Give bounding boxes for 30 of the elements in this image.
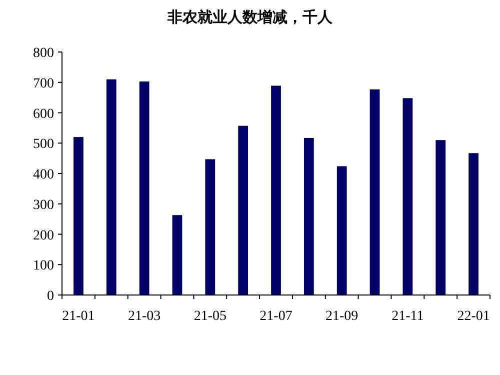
x-tick-label: 22-01 xyxy=(457,309,490,324)
bar xyxy=(74,137,84,295)
bar xyxy=(238,126,248,295)
bar xyxy=(139,81,150,295)
x-tick-label: 21-01 xyxy=(62,309,95,324)
bar xyxy=(172,215,182,295)
bar xyxy=(402,98,413,295)
y-tick-label: 200 xyxy=(33,228,54,244)
x-tick-label: 21-03 xyxy=(128,309,161,324)
y-tick-label: 300 xyxy=(33,198,54,213)
bar xyxy=(436,140,446,295)
bar xyxy=(468,153,478,295)
bar xyxy=(370,89,380,295)
x-tick-label: 21-05 xyxy=(194,309,226,324)
y-tick-label: 500 xyxy=(33,137,54,152)
x-tick-label: 21-07 xyxy=(260,309,292,324)
chart-title: 非农就业人数增减，千人 xyxy=(166,9,334,26)
y-tick-label: 100 xyxy=(33,258,54,274)
x-tick-label: 21-11 xyxy=(392,309,424,324)
bar xyxy=(304,138,314,295)
y-tick-label: 700 xyxy=(33,76,54,92)
y-tick-label: 400 xyxy=(33,168,54,182)
y-tick-label: 0 xyxy=(47,289,54,304)
bar xyxy=(205,159,216,295)
bar xyxy=(336,166,347,295)
bar xyxy=(271,86,281,295)
bar xyxy=(106,79,116,295)
y-tick-label: 600 xyxy=(33,106,54,122)
y-tick-label: 800 xyxy=(33,46,54,61)
x-tick-label: 21-09 xyxy=(326,309,358,324)
